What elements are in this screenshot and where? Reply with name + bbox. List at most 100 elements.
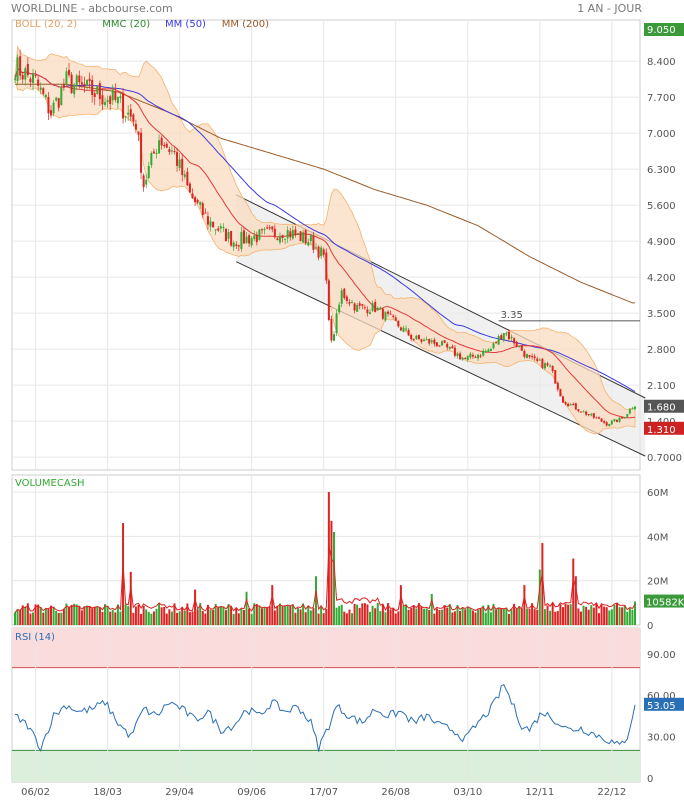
candle — [582, 411, 585, 413]
volume-bar — [392, 608, 395, 625]
volume-bar — [178, 611, 181, 625]
volume-bar — [286, 604, 289, 625]
volume-bar — [356, 604, 359, 625]
candle — [500, 335, 503, 340]
volume-bar — [335, 607, 338, 625]
volume-bar — [325, 608, 328, 625]
candle — [461, 357, 464, 360]
candle — [240, 232, 243, 249]
volume-bar — [487, 604, 490, 625]
candle — [273, 228, 276, 237]
candle — [245, 236, 248, 243]
candle — [621, 417, 624, 419]
volume-bar — [466, 606, 469, 625]
candle — [603, 421, 606, 423]
candle — [513, 338, 516, 344]
candle — [55, 97, 58, 101]
last-price-label: 1.680 — [647, 403, 676, 414]
volume-bar — [482, 605, 485, 625]
candle — [556, 382, 559, 390]
rsi-overbought-zone — [12, 628, 640, 668]
volume-bar — [603, 606, 606, 625]
candle — [618, 417, 621, 422]
volume-bar — [80, 610, 83, 625]
high-badge — [644, 23, 684, 36]
candle — [222, 227, 225, 229]
volume-bar — [240, 608, 243, 625]
volume-last-badge — [644, 594, 684, 608]
volume-panel: 60M 40M 20M 0 VOLUMECASH 10582K — [11, 474, 684, 632]
volume-bar — [26, 603, 29, 625]
candle — [374, 301, 377, 313]
candle — [289, 231, 292, 238]
candle — [443, 340, 446, 343]
volume-bar — [615, 602, 618, 625]
candle — [26, 64, 29, 76]
volume-bar — [551, 603, 554, 625]
volume-bar — [399, 585, 402, 625]
volume-bar — [340, 604, 343, 625]
volume-bar — [443, 605, 446, 625]
volume-bar — [263, 607, 266, 625]
volume-bar — [569, 604, 572, 625]
price-tick-label: 3.500 — [647, 309, 676, 320]
volume-tick-label: 20M — [647, 577, 668, 588]
candle — [178, 159, 181, 168]
volume-bar — [29, 613, 32, 625]
volume-bar — [492, 603, 495, 625]
volume-bar — [471, 610, 474, 625]
volume-bar — [212, 609, 215, 625]
volume-bar — [628, 607, 631, 625]
volume-bar — [273, 610, 276, 625]
volume-bar — [623, 605, 626, 625]
volume-bar — [70, 604, 73, 625]
candle — [446, 343, 449, 348]
volume-bar — [621, 607, 624, 625]
volume-bar — [147, 611, 150, 625]
volume-bar — [497, 607, 500, 625]
candle — [158, 140, 161, 154]
candle — [361, 304, 364, 306]
volume-bar — [227, 604, 230, 625]
candle — [96, 85, 99, 94]
volume-bar — [158, 603, 161, 625]
candle — [338, 304, 341, 313]
candle — [394, 317, 397, 321]
candle — [212, 221, 215, 228]
candle — [381, 308, 384, 319]
volume-bar — [168, 609, 171, 625]
volume-bar — [543, 609, 546, 625]
candle — [93, 93, 96, 97]
candle — [634, 406, 636, 409]
volume-bar — [567, 604, 570, 625]
candle — [590, 413, 593, 416]
candle — [376, 307, 379, 311]
volume-bar — [242, 610, 245, 625]
candle — [389, 313, 392, 315]
candle — [543, 363, 546, 369]
volume-bar — [50, 605, 53, 625]
candle — [484, 351, 487, 353]
candle — [201, 203, 204, 215]
volume-bar — [505, 607, 508, 625]
volume-bar — [536, 609, 539, 625]
candle — [68, 69, 71, 76]
candle — [155, 152, 158, 154]
volume-bar — [104, 604, 107, 625]
volume-bar — [394, 613, 397, 625]
candle — [104, 101, 107, 105]
candle — [109, 96, 112, 105]
volume-bar — [423, 608, 426, 625]
candle — [492, 343, 495, 349]
volume-bar — [363, 603, 366, 625]
candle — [564, 402, 567, 405]
candle — [536, 358, 539, 361]
volume-bar — [304, 612, 307, 625]
volume-bar — [415, 608, 418, 625]
candle — [489, 349, 492, 352]
candle — [101, 95, 104, 105]
candle — [88, 78, 91, 82]
volume-bar — [495, 609, 498, 625]
candle — [348, 302, 351, 304]
candle — [127, 112, 130, 115]
